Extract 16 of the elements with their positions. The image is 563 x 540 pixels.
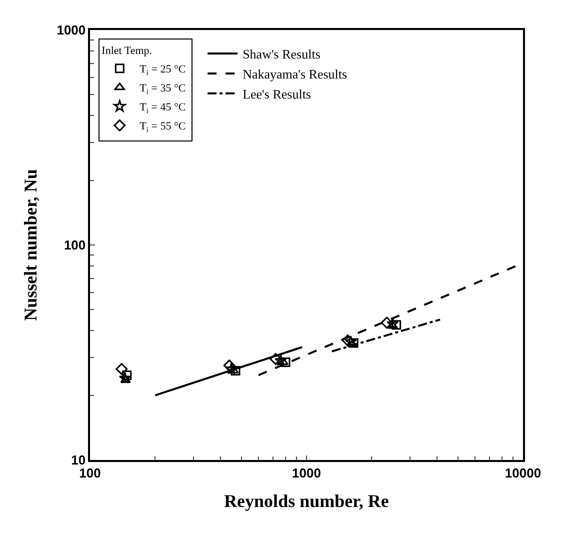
y-tick-label: 10 bbox=[71, 452, 86, 468]
legend-label: T$_{i}$ = 25 °C bbox=[140, 64, 186, 77]
legend-label: T$_{i}$ = 35 °C bbox=[140, 82, 186, 96]
legend-label: T$_{i}$ = 55 °C bbox=[140, 120, 186, 134]
legend-label: Shaw's Results bbox=[242, 46, 320, 62]
legend-label: Nakayama's Results bbox=[242, 66, 348, 82]
x-axis-title: Reynolds number, Re bbox=[224, 490, 389, 511]
y-tick-label: 100 bbox=[64, 238, 86, 253]
y-axis-title: Nusselt number, Nu bbox=[20, 169, 40, 321]
x-tick-label: 10000 bbox=[504, 465, 542, 480]
legend-title: Inlet Temp. bbox=[102, 44, 152, 57]
x-tick-label: 100 bbox=[79, 465, 101, 480]
legend-label: Lee's Results bbox=[242, 86, 311, 102]
y-tick-label: 1000 bbox=[56, 22, 86, 38]
x-tick-label: 1000 bbox=[292, 465, 321, 480]
legend-label: T$_{i}$ = 45 °C bbox=[140, 102, 186, 115]
